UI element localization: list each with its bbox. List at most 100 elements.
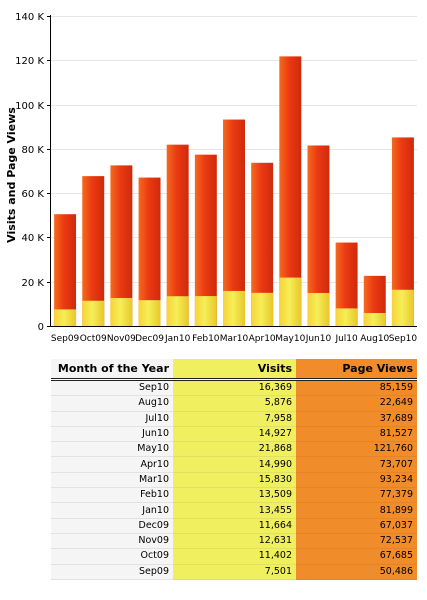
table-row: Oct09 11,402 67,685 (51, 548, 417, 565)
cell-visits: 12,631 (173, 533, 296, 550)
cell-month: May10 (51, 441, 173, 458)
y-tick-label: 60 K (22, 189, 45, 200)
cell-visits: 13,455 (173, 502, 296, 519)
cell-page-views: 77,379 (296, 487, 417, 504)
table-row: Sep09 7,501 50,486 (51, 564, 417, 580)
bar-page-views (391, 137, 414, 326)
bar-visits (194, 296, 217, 326)
data-table: Month of the Year Visits Page Views Sep1… (51, 359, 417, 580)
table-row: May10 21,868 121,760 (51, 441, 417, 458)
bar-visits (166, 296, 189, 326)
x-tick-label: May10 (275, 334, 305, 344)
bar-visits (279, 277, 302, 326)
table-row: Nov09 12,631 72,537 (51, 533, 417, 550)
cell-visits: 14,927 (173, 426, 296, 443)
table-row: Sep10 16,369 85,159 (51, 379, 417, 397)
x-tick-label: Dec09 (135, 334, 164, 344)
y-axis-ticks: 0 20 K 40 K 60 K 80 K 100 K 120 K 140 K (15, 12, 51, 333)
bar-visits (363, 312, 386, 326)
cell-visits: 16,369 (173, 379, 296, 397)
cell-visits: 7,958 (173, 411, 296, 427)
cell-page-views: 50,486 (296, 564, 417, 580)
bar-visits (251, 292, 274, 326)
bar-visits (335, 308, 358, 326)
bar-page-views (223, 119, 245, 326)
cell-page-views: 67,037 (296, 518, 417, 534)
cell-page-views: 67,685 (296, 548, 417, 565)
cell-visits: 7,501 (173, 564, 296, 580)
cell-visits: 21,868 (173, 441, 296, 458)
cell-page-views: 73,707 (296, 456, 417, 473)
cell-visits: 13,509 (173, 487, 296, 504)
x-tick-label: Apr10 (249, 334, 276, 344)
x-tick-label: Nov09 (107, 334, 136, 344)
cell-page-views: 81,527 (296, 426, 417, 443)
cell-month: Jun10 (51, 426, 173, 443)
cell-page-views: 121,760 (296, 441, 417, 458)
bar-page-views (251, 162, 274, 326)
table-row: Feb10 13,509 77,379 (51, 487, 417, 504)
cell-page-views: 85,159 (296, 379, 417, 397)
table-row: Apr10 14,990 73,707 (51, 456, 417, 473)
x-tick-label: Oct09 (80, 334, 107, 344)
bar-page-views (82, 176, 105, 326)
cell-month: Jan10 (51, 502, 173, 519)
table-row: Aug10 5,876 22,649 (51, 395, 417, 412)
bar-visits (138, 300, 161, 326)
cell-month: Dec09 (51, 518, 173, 534)
cell-month: Sep10 (51, 379, 173, 397)
bar-page-views (138, 177, 161, 326)
bar-page-views (54, 214, 77, 326)
cell-month: Feb10 (51, 487, 173, 504)
cell-month: Sep09 (51, 564, 173, 580)
bars (54, 56, 414, 326)
bar-chart: Visits and Page Views 0 20 K 40 K 60 K 80 K 1… (5, 12, 418, 344)
x-axis-labels: Sep09 Oct09 Nov09 Dec09 Jan10 Feb10 Mar10 Apr10… (51, 334, 418, 344)
table-row: Jul10 7,958 37,689 (51, 411, 417, 427)
bar-visits (223, 290, 245, 326)
y-tick-label: 120 K (15, 56, 44, 67)
bar-page-views (110, 165, 133, 326)
cell-month: Apr10 (51, 456, 173, 473)
cell-month: Aug10 (51, 395, 173, 412)
bar-page-views (194, 154, 217, 326)
cell-page-views: 93,234 (296, 472, 417, 489)
x-tick-label: Sep09 (51, 334, 80, 344)
y-tick-label: 80 K (22, 145, 45, 156)
header-visits: Visits (173, 359, 296, 381)
bar-page-views (279, 56, 302, 326)
header-month: Month of the Year (51, 359, 173, 381)
cell-visits: 11,402 (173, 548, 296, 565)
cell-month: Mar10 (51, 472, 173, 489)
y-tick-label: 0 (38, 322, 44, 333)
cell-page-views: 22,649 (296, 395, 417, 412)
cell-visits: 15,830 (173, 472, 296, 489)
bar-visits (110, 298, 133, 326)
cell-visits: 5,876 (173, 395, 296, 412)
y-tick-label: 40 K (22, 233, 45, 244)
x-tick-label: Jun10 (305, 334, 332, 344)
bar-visits (391, 289, 414, 326)
y-tick-label: 20 K (22, 278, 45, 289)
cell-page-views: 81,899 (296, 502, 417, 519)
bar-visits (307, 292, 330, 326)
x-tick-label: Jan10 (164, 334, 191, 344)
cell-visits: 14,990 (173, 456, 296, 473)
cell-page-views: 72,537 (296, 533, 417, 550)
header-page-views: Page Views (296, 359, 417, 381)
x-tick-label: Jul10 (334, 334, 358, 344)
cell-visits: 11,664 (173, 518, 296, 534)
table-row: Dec09 11,664 67,037 (51, 518, 417, 534)
cell-month: Oct09 (51, 548, 173, 565)
bar-page-views (307, 145, 330, 326)
bar-visits (82, 300, 105, 326)
bar-page-views (166, 144, 189, 326)
cell-month: Jul10 (51, 411, 173, 427)
x-tick-label: Feb10 (192, 334, 220, 344)
y-tick-label: 100 K (15, 101, 44, 112)
cell-month: Nov09 (51, 533, 173, 550)
table-header-row: Month of the Year Visits Page Views (51, 359, 417, 381)
table-row: Mar10 15,830 93,234 (51, 472, 417, 489)
x-tick-label: Mar10 (220, 334, 249, 344)
bar-page-views (335, 242, 358, 326)
